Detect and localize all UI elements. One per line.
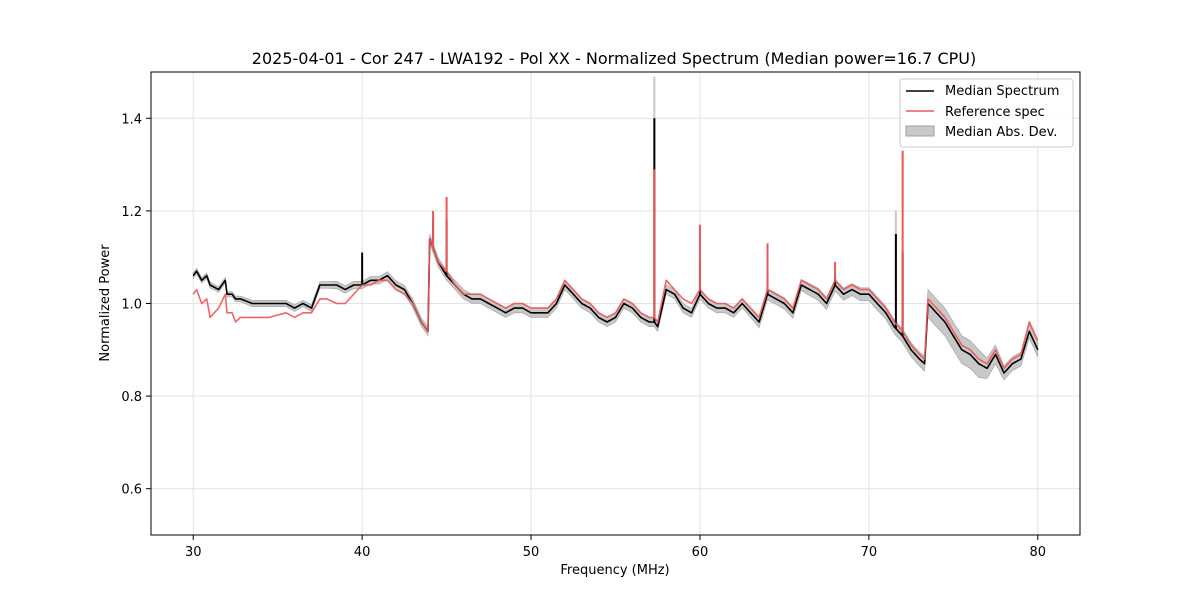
reference-spectrum-line	[192, 237, 1039, 370]
legend-median-label: Median Spectrum	[945, 84, 1059, 99]
x-tick-label: 60	[692, 545, 709, 560]
x-tick-label: 50	[523, 545, 540, 560]
y-tick-label: 1.2	[121, 205, 142, 220]
mad-band	[192, 233, 1039, 381]
chart-title: 2025-04-01 - Cor 247 - LWA192 - Pol XX -…	[252, 49, 976, 68]
x-tick-label: 30	[185, 545, 202, 560]
y-tick-label: 1.4	[121, 112, 142, 127]
x-tick-label: 40	[354, 545, 371, 560]
median-spectrum-line	[192, 237, 1039, 374]
x-tick-label: 80	[1029, 545, 1046, 560]
legend-reference-label: Reference spec	[945, 105, 1045, 120]
legend-mad-swatch	[905, 125, 935, 137]
y-tick-label: 1.0	[121, 298, 142, 313]
y-tick-label: 0.8	[121, 390, 142, 405]
y-tick-label: 0.6	[121, 483, 142, 498]
reference-layer	[192, 150, 1039, 370]
legend: Median Spectrum Reference spec Median Ab…	[899, 78, 1074, 148]
legend-frame	[899, 78, 1074, 148]
legend-mad-label: Median Abs. Dev.	[945, 125, 1057, 140]
y-axis-label: Normalized Power	[98, 244, 113, 362]
axes: 30 40 50 60 70 80 0.6 0.8 1.0 1.2 1.4	[121, 71, 1081, 560]
x-axis-label: Frequency (MHz)	[560, 563, 669, 578]
x-tick-label: 70	[861, 545, 878, 560]
